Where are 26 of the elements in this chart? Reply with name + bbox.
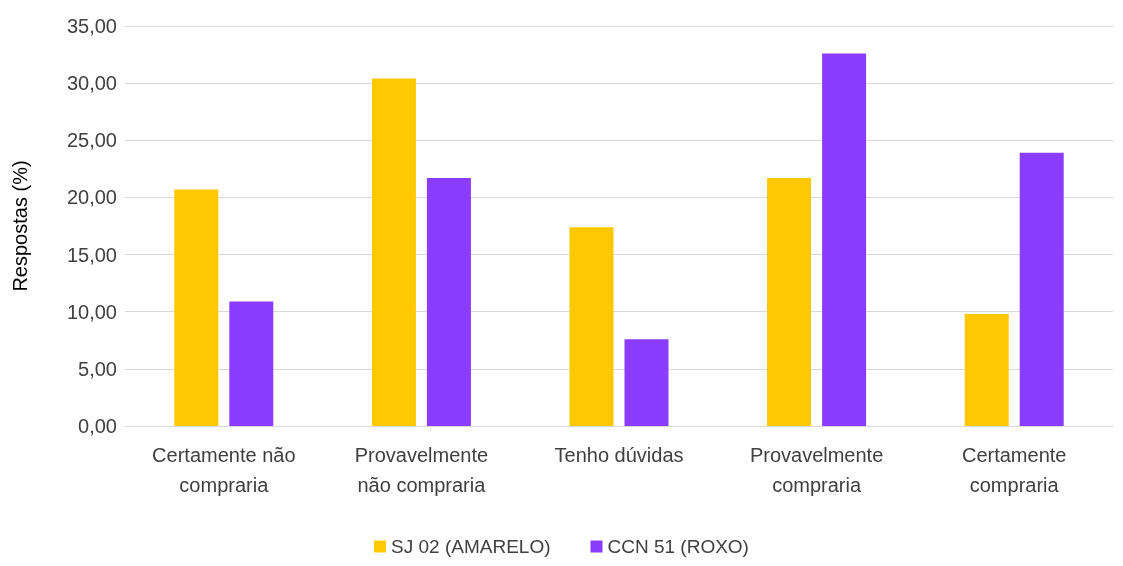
bar: [767, 178, 812, 426]
x-tick-label: Provavelmente não compraria: [354, 444, 489, 496]
y-tick-label: 15,00: [66, 243, 117, 266]
bar: [822, 53, 867, 426]
x-tick-label: Certamente compraria: [961, 444, 1067, 496]
bar: [964, 314, 1009, 426]
bar: [624, 339, 669, 426]
bar: [174, 189, 219, 426]
y-tick-label: 0,00: [78, 415, 117, 437]
y-axis-title: Respostas (%): [9, 160, 31, 292]
y-tick-label: 10,00: [66, 300, 117, 323]
bar: [371, 78, 416, 426]
x-tick-label: Tenho dúvidas: [554, 444, 684, 466]
bar: [229, 301, 274, 426]
bar: [569, 227, 614, 426]
legend-label: SJ 02 (AMARELO): [391, 536, 551, 557]
bar: [426, 178, 471, 426]
y-tick-label: 30,00: [66, 72, 117, 95]
y-tick-label: 25,00: [66, 129, 117, 152]
bar: [1019, 152, 1064, 426]
x-tick-label: Provavelmente compraria: [749, 444, 884, 496]
y-tick-label: 20,00: [66, 186, 117, 209]
y-tick-label: 35,00: [66, 15, 117, 37]
legend-label: CCN 51 (ROXO): [607, 536, 749, 557]
y-tick-label: 5,00: [78, 357, 117, 380]
x-tick-label: Certamente não compraria: [152, 444, 296, 496]
